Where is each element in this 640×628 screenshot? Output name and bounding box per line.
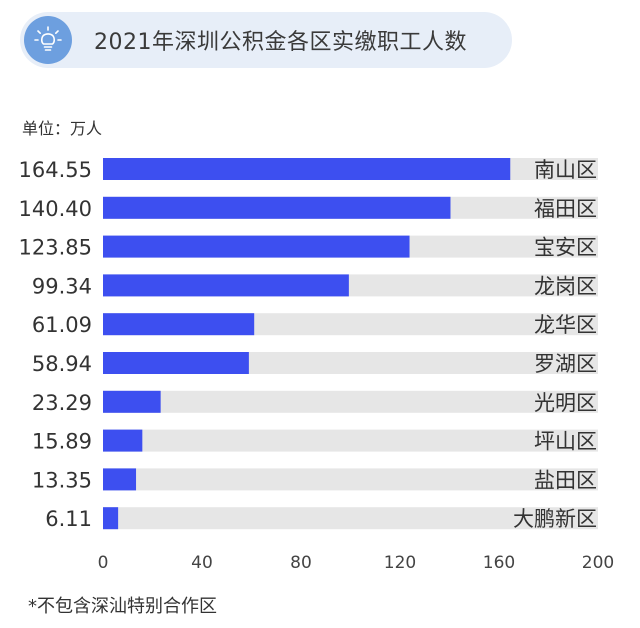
bar [103, 158, 511, 180]
category-label: 福田区 [534, 197, 597, 221]
bar-track [103, 468, 598, 491]
bar-value-label: 164.55 [19, 158, 92, 182]
bar-track [103, 390, 598, 413]
bar-value-label: 140.40 [19, 197, 92, 221]
bar [103, 196, 451, 219]
footnote: *不包含深汕特别合作区 [28, 596, 217, 617]
bar [103, 468, 137, 491]
bar-value-label: 6.11 [45, 507, 92, 531]
bar [103, 235, 410, 258]
bar-value-label: 23.29 [32, 391, 92, 415]
bar-value-label: 123.85 [19, 236, 92, 260]
bar [103, 352, 249, 374]
bar [103, 507, 119, 530]
x-tick-label: 0 [98, 553, 109, 573]
x-tick-label: 40 [191, 553, 213, 573]
chart-title: 2021年深圳公积金各区实缴职工人数 [94, 30, 467, 55]
category-label: 盐田区 [534, 468, 597, 492]
category-label: 龙华区 [534, 313, 597, 337]
bar-value-label: 61.09 [32, 313, 92, 337]
x-tick-label: 200 [582, 553, 614, 573]
category-label: 光明区 [534, 391, 597, 415]
bar-chart: 164.55 南山区 140.40 福田区 123.85 宝安区 99.34 龙岗区 61.09… [19, 158, 614, 573]
lightbulb-icon [24, 16, 72, 64]
bar [103, 313, 255, 336]
chart-title-bar: 2021年深圳公积金各区实缴职工人数 [20, 12, 512, 68]
bar-track [103, 507, 598, 530]
bar-track [103, 429, 598, 452]
bar-value-label: 58.94 [32, 352, 92, 376]
bar-value-label: 13.35 [32, 468, 92, 492]
bar [103, 429, 143, 452]
bar [103, 274, 349, 297]
category-label: 罗湖区 [534, 352, 597, 376]
bar-value-label: 99.34 [32, 274, 92, 298]
category-label: 大鹏新区 [513, 507, 597, 531]
bar-value-label: 15.89 [32, 430, 92, 454]
category-label: 龙岗区 [534, 274, 597, 298]
x-tick-label: 120 [384, 553, 416, 573]
x-tick-label: 160 [483, 553, 515, 573]
unit-label: 单位：万人 [22, 119, 103, 138]
x-tick-label: 80 [290, 553, 312, 573]
category-label: 坪山区 [534, 430, 597, 454]
bar [103, 390, 161, 413]
category-label: 宝安区 [534, 236, 597, 260]
category-label: 南山区 [534, 158, 597, 182]
